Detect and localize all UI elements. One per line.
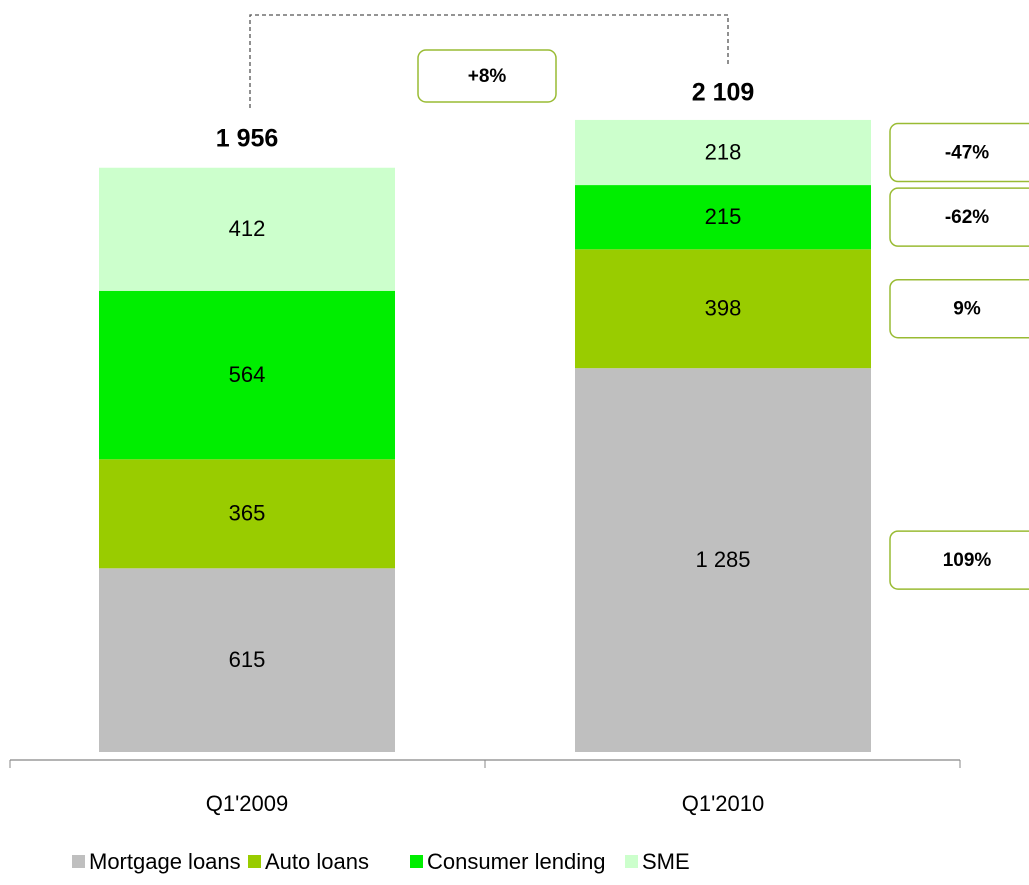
change-box xyxy=(889,278,1029,339)
bar-segment xyxy=(99,459,395,569)
change-label: 9% xyxy=(953,299,981,320)
legend-swatch xyxy=(625,855,638,868)
segment-label: 412 xyxy=(229,216,266,241)
change-box xyxy=(889,530,1029,590)
legend-label: SME xyxy=(642,849,690,874)
segment-label: 215 xyxy=(705,204,742,229)
segment-label: 1 285 xyxy=(695,547,750,572)
legend-swatch xyxy=(248,855,261,868)
segment-label: 615 xyxy=(229,647,266,672)
total-label: 2 109 xyxy=(692,79,755,107)
segment-label: 398 xyxy=(705,296,742,321)
change-box xyxy=(889,122,1029,183)
legend-swatch xyxy=(410,855,423,868)
x-tick-label: Q1'2010 xyxy=(682,791,765,816)
change-box xyxy=(889,187,1029,247)
legend-swatch xyxy=(72,855,85,868)
growth-box xyxy=(417,49,557,103)
total-label: 1 956 xyxy=(216,124,279,152)
bar-segment xyxy=(99,290,395,460)
segment-label: 365 xyxy=(229,501,266,526)
bar-segment xyxy=(99,167,395,291)
segment-label: 218 xyxy=(705,139,742,164)
x-tick-label: Q1'2009 xyxy=(206,791,289,816)
bar-segment xyxy=(575,119,871,186)
change-label: 109% xyxy=(943,550,992,571)
bar-segment xyxy=(99,568,395,752)
growth-bracket xyxy=(249,14,729,108)
growth-label: +8% xyxy=(468,66,507,87)
legend-label: Consumer lending xyxy=(427,849,606,874)
change-label: -62% xyxy=(945,207,989,228)
change-label: -47% xyxy=(945,143,989,164)
legend-label: Auto loans xyxy=(265,849,369,874)
segment-label: 564 xyxy=(229,362,266,387)
bar-segment xyxy=(575,249,871,369)
bar-segment xyxy=(575,368,871,752)
legend-label: Mortgage loans xyxy=(89,849,241,874)
bar-segment xyxy=(575,185,871,250)
